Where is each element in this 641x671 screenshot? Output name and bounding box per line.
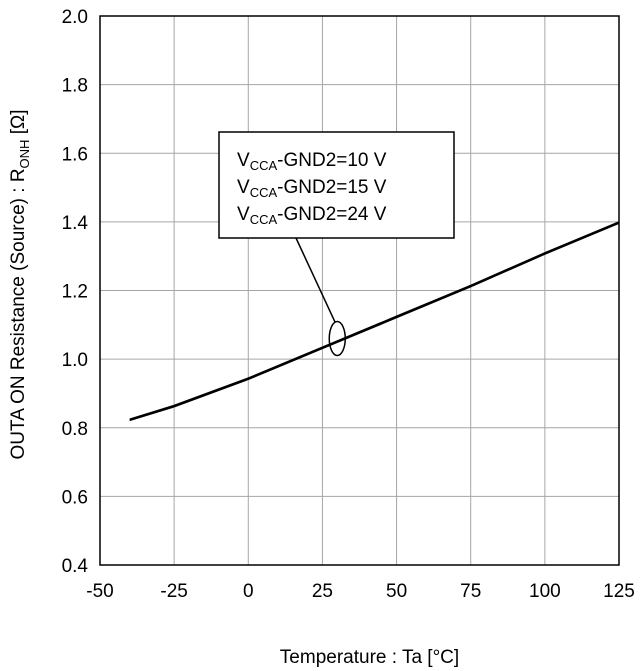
y-tick-label: 0.8	[62, 419, 88, 440]
series-lines	[129, 221, 620, 422]
x-tick-label: 125	[603, 581, 635, 602]
y-tick-label: 1.4	[62, 213, 89, 234]
y-axis-label-subscript: ONH	[17, 140, 32, 169]
y-axis-label-prefix: OUTA ON Resistance (Source) : R	[8, 168, 29, 459]
y-tick-label: 0.6	[62, 487, 88, 508]
legend-pointer-ellipse	[328, 320, 347, 357]
y-tick-label: 0.4	[62, 556, 89, 577]
legend-box	[218, 131, 455, 239]
legend-entry: VCCA-GND2=24 V	[237, 204, 387, 227]
legend-entry-subscript: CCA	[250, 212, 278, 227]
y-tick-label: 1.6	[62, 144, 88, 165]
series-line	[129, 221, 620, 420]
legend-pointer-line	[295, 237, 336, 323]
y-tick-label: 1.8	[62, 76, 88, 97]
grid-lines	[99, 15, 620, 566]
x-tick-label: 75	[460, 581, 481, 602]
y-axis-label-suffix: [Ω]	[8, 110, 29, 140]
legend-entry-prefix: V	[237, 177, 250, 198]
y-tick-label: 2.0	[62, 7, 88, 28]
legend-entry-prefix: V	[237, 150, 250, 171]
legend-entry-suffix: -GND2=15 V	[277, 177, 387, 198]
y-tick-label: 1.0	[62, 350, 88, 371]
x-axis-label: Temperature : Ta [°C]	[280, 647, 459, 668]
x-tick-label: -25	[160, 581, 187, 602]
y-tick-label: 1.2	[62, 282, 88, 303]
x-tick-label: 50	[386, 581, 407, 602]
legend-entry-suffix: -GND2=24 V	[277, 204, 387, 225]
series-line	[129, 222, 620, 422]
legend-entry-subscript: CCA	[250, 185, 278, 200]
legend-entry: VCCA-GND2=10 V	[237, 150, 387, 173]
y-axis-label: OUTA ON Resistance (Source) : RONH [Ω]	[8, 110, 32, 460]
y-tick-labels: 0.4 0.6 0.8 1.0 1.2 1.4 1.6 1.8 2.0	[62, 7, 89, 577]
x-tick-label: -50	[86, 581, 113, 602]
legend-entry-suffix: -GND2=10 V	[277, 150, 387, 171]
legend-entry-prefix: V	[237, 204, 250, 225]
plot-frame	[99, 15, 620, 566]
legend-entry: VCCA-GND2=15 V	[237, 177, 387, 200]
x-tick-label: 25	[312, 581, 333, 602]
x-tick-label: 0	[243, 581, 254, 602]
legend-entry-subscript: CCA	[250, 158, 278, 173]
x-tick-label: 100	[529, 581, 561, 602]
x-tick-labels: -50 -25 0 25 50 75 100 125	[86, 581, 635, 602]
